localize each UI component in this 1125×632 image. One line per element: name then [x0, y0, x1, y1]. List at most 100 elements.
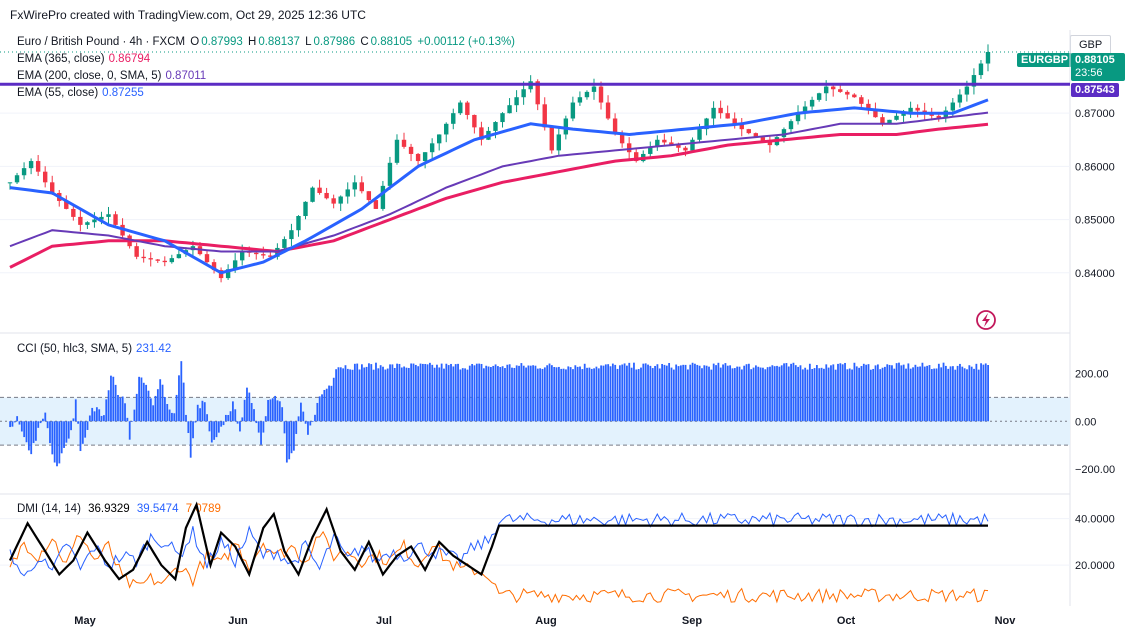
- cci-bar: [944, 365, 947, 422]
- cci-bar: [959, 363, 961, 422]
- dmi-tick-label: 20.0000: [1075, 560, 1115, 572]
- cci-bar: [250, 402, 253, 422]
- cci-bar: [396, 363, 398, 422]
- cci-bar: [314, 414, 316, 422]
- cci-bar: [63, 421, 65, 448]
- cci-bar: [400, 367, 403, 422]
- candle-body: [788, 121, 794, 130]
- cci-bar: [905, 368, 907, 422]
- cci-bar: [574, 365, 577, 422]
- cci-bar: [529, 365, 532, 422]
- tradingview-bolt-icon[interactable]: [976, 310, 996, 330]
- cci-bar: [581, 369, 584, 422]
- candle-body: [42, 171, 48, 183]
- cci-bar: [311, 421, 314, 423]
- candle-body: [113, 214, 118, 225]
- cci-bar: [797, 366, 800, 422]
- ema55-legend[interactable]: EMA (55, close) 0.87255: [17, 87, 144, 99]
- cci-bar: [726, 365, 729, 422]
- cci-bar: [309, 421, 312, 426]
- candle-body: [662, 139, 667, 143]
- cci-bar: [353, 363, 356, 422]
- cci-bar: [464, 368, 466, 422]
- candle-body: [71, 208, 76, 217]
- cci-bar: [820, 367, 823, 422]
- cci-bar: [255, 421, 258, 424]
- cci-bar: [694, 363, 696, 422]
- cci-bar: [466, 369, 469, 422]
- cci-bar: [276, 400, 279, 422]
- candle-body: [542, 104, 547, 128]
- candle-body: [514, 97, 519, 106]
- cci-bar: [358, 369, 361, 422]
- cci-bar: [452, 366, 455, 422]
- chart-credit: FxWirePro created with TradingView.com, …: [10, 8, 366, 22]
- cci-bar: [872, 368, 875, 422]
- ema200-legend[interactable]: EMA (200, close, 0, SMA, 5) 0.87011: [17, 70, 206, 82]
- cci-bar: [53, 421, 56, 463]
- candle-body: [816, 93, 822, 100]
- cci-bar: [262, 421, 265, 433]
- candle-body: [760, 137, 766, 142]
- dmi-pane[interactable]: 40.0000 20.0000: [0, 501, 1115, 604]
- cci-bar: [686, 369, 689, 422]
- dmi-legend[interactable]: DMI (14, 14) 36.9329 39.5474 7.0789: [17, 503, 221, 515]
- cci-legend[interactable]: CCI (50, hlc3, SMA, 5) 231.42: [17, 343, 171, 355]
- cci-bar: [159, 379, 162, 422]
- cci-bar: [656, 364, 659, 422]
- candle-body: [493, 122, 498, 131]
- cci-bar: [980, 363, 982, 422]
- cci-bar: [152, 405, 155, 422]
- candle-body: [612, 118, 618, 135]
- candle-body: [823, 86, 829, 94]
- cci-bar: [128, 421, 131, 440]
- cci-bar: [607, 364, 610, 422]
- cci-bar: [893, 368, 896, 422]
- cci-bar: [675, 364, 678, 422]
- cci-bar: [450, 363, 452, 422]
- candle-body: [971, 75, 977, 87]
- cci-bar: [370, 364, 373, 422]
- candle-body: [591, 86, 597, 92]
- currency-label[interactable]: GBP: [1070, 35, 1112, 55]
- cci-bar: [740, 369, 743, 422]
- cci-bar: [823, 368, 825, 422]
- cci-bar: [560, 368, 563, 422]
- cci-bar: [614, 364, 617, 422]
- cci-bar: [691, 362, 694, 422]
- price-pane[interactable]: 0.84000 0.85000 0.86000 0.87000: [0, 44, 1115, 283]
- cci-bar: [511, 367, 513, 422]
- candle-body: [78, 216, 83, 225]
- cci-bar: [278, 401, 281, 422]
- candle-body: [598, 86, 604, 103]
- candle-body: [711, 107, 716, 119]
- candle-body: [725, 113, 730, 119]
- cci-bar: [468, 365, 471, 422]
- cci-bar: [154, 395, 157, 422]
- cci-bar: [703, 365, 706, 422]
- candle-body: [676, 145, 681, 148]
- symbol-legend[interactable]: Euro / British Pound · 4h · FXCM O 0.8799…: [17, 36, 517, 48]
- cci-bar: [417, 366, 420, 422]
- cci-bar: [365, 366, 368, 422]
- cci-bar: [743, 365, 746, 422]
- cci-bar: [586, 367, 588, 422]
- time-axis[interactable]: May Jun Jul Aug Sep Oct Nov: [74, 615, 1016, 627]
- cci-pane[interactable]: 200.00 0.00 −200.00: [0, 361, 1115, 476]
- cci-bar: [379, 365, 382, 422]
- cci-bar: [271, 398, 274, 422]
- cci-bar: [940, 367, 943, 422]
- cci-bar: [46, 421, 49, 429]
- cci-bar: [930, 369, 933, 422]
- cci-bar: [124, 403, 126, 422]
- cci-bar: [954, 369, 957, 422]
- ema365-legend[interactable]: EMA (365, close) 0.86794: [17, 53, 150, 65]
- cci-bar: [898, 362, 900, 422]
- cci-bar: [937, 363, 940, 422]
- cci-bar: [895, 363, 898, 422]
- adx-line: [9, 501, 988, 582]
- cci-bar: [267, 399, 269, 422]
- cci-bar: [848, 368, 851, 422]
- candle-body: [739, 123, 744, 130]
